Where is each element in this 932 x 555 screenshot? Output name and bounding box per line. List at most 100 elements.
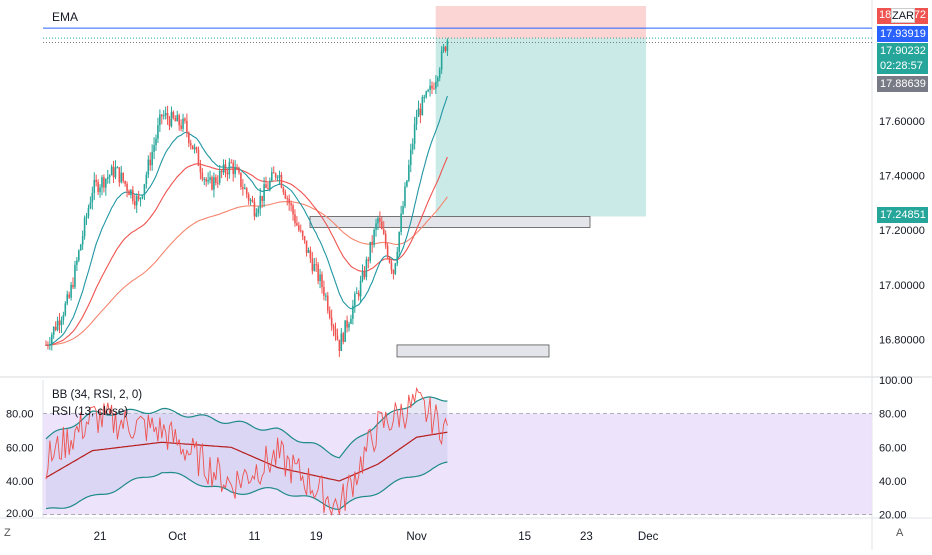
candle-body	[126, 183, 128, 191]
candle-body	[278, 174, 281, 178]
candle-body	[97, 181, 99, 193]
candle-body	[315, 264, 317, 266]
bb-upper-line	[45, 396, 448, 459]
candle-body	[93, 179, 96, 193]
candle-body	[83, 218, 86, 237]
candle-body	[394, 263, 397, 274]
candle-body	[143, 184, 146, 196]
candle-body	[128, 190, 130, 196]
candle-body	[294, 214, 296, 224]
candle-body	[68, 294, 70, 298]
time-tick-label: 23	[580, 531, 593, 543]
candle-body	[184, 118, 186, 121]
candle-body	[157, 125, 159, 139]
candle-body	[313, 264, 316, 271]
candle-body	[137, 196, 140, 200]
candle-body	[280, 174, 283, 188]
ema-slow-line	[46, 196, 448, 346]
prev-close-tag: 17.88639	[877, 76, 928, 92]
candle-body	[336, 335, 339, 340]
candle-body	[176, 115, 179, 122]
candle-body	[288, 198, 290, 204]
zoom-button[interactable]: Z	[4, 527, 11, 539]
candle-body	[193, 147, 196, 150]
candle-body	[298, 225, 300, 231]
candle-body	[436, 77, 439, 82]
candle-body	[122, 172, 124, 182]
candle-body	[427, 89, 429, 92]
auto-scale-button[interactable]: A	[896, 527, 904, 539]
candle-body	[307, 250, 310, 253]
time-tick-label: 19	[310, 531, 323, 543]
candle-body	[166, 113, 169, 119]
candle-body	[188, 132, 190, 144]
candle-body	[174, 117, 177, 122]
candle-body	[79, 244, 82, 251]
candle-body	[103, 177, 105, 188]
price-axis-top-partial-left: 18	[879, 9, 892, 21]
candle-body	[305, 240, 308, 253]
candle-body	[328, 310, 331, 318]
candle-body	[382, 229, 385, 234]
candle-body	[226, 172, 229, 175]
candle-body	[155, 138, 157, 146]
candle-body	[415, 117, 418, 125]
candle-body	[284, 192, 287, 199]
candle-body	[87, 208, 90, 217]
candle-body	[161, 114, 163, 117]
ema-indicator-label[interactable]: EMA	[52, 10, 79, 24]
last-price-tag: 17.90232	[877, 43, 928, 59]
candle-body	[147, 159, 150, 175]
candle-body	[446, 40, 449, 52]
candle-body	[340, 333, 343, 351]
time-tick-label: 11	[248, 531, 260, 543]
candle-body	[375, 223, 377, 230]
candle-body	[76, 260, 78, 265]
candle-body	[222, 164, 225, 173]
candle-body	[195, 147, 198, 150]
candle-body	[110, 166, 113, 176]
candle-body	[396, 251, 399, 264]
symbol-badge[interactable]: ZAR	[891, 8, 915, 23]
bb-indicator-label[interactable]: BB (34, RSI, 2, 0)	[52, 389, 143, 401]
candle-body	[50, 334, 53, 345]
candle-body	[228, 162, 231, 175]
candle-body	[433, 88, 435, 90]
candle-body	[60, 320, 63, 326]
candle-body	[124, 181, 126, 184]
bb-basis-line	[45, 431, 448, 482]
candle-body	[213, 177, 215, 190]
rsi-band-background	[43, 413, 872, 515]
time-tick-label: 15	[518, 531, 531, 543]
time-tick-label: Nov	[406, 531, 427, 543]
candle-body	[205, 178, 207, 182]
candle-body	[282, 187, 285, 193]
candle-body	[259, 195, 262, 209]
candle-body	[350, 318, 352, 324]
candle-body	[400, 213, 402, 233]
candle-body	[411, 143, 414, 150]
candle-body	[238, 169, 240, 173]
candle-body	[251, 199, 254, 202]
candle-body	[367, 259, 370, 261]
candle-body	[78, 250, 80, 261]
candle-body	[255, 213, 258, 217]
price-tick-label: 16.80000	[879, 334, 925, 346]
candle-body	[296, 223, 298, 226]
candle-body	[319, 274, 321, 282]
candle-body	[423, 96, 426, 98]
rsi-indicator-label[interactable]: RSI (13, close)	[52, 406, 129, 418]
candle-body	[442, 46, 445, 51]
candle-body	[303, 236, 306, 241]
candle-body	[373, 229, 375, 245]
candle-body	[95, 179, 97, 182]
candle-body	[220, 170, 223, 173]
rsi-left-tick-label: 80.00	[6, 409, 34, 421]
candle-body	[371, 241, 373, 245]
candle-body	[207, 180, 209, 182]
time-tick-label: Oct	[168, 531, 187, 543]
support-box-low	[396, 344, 550, 358]
candle-body	[54, 326, 57, 330]
